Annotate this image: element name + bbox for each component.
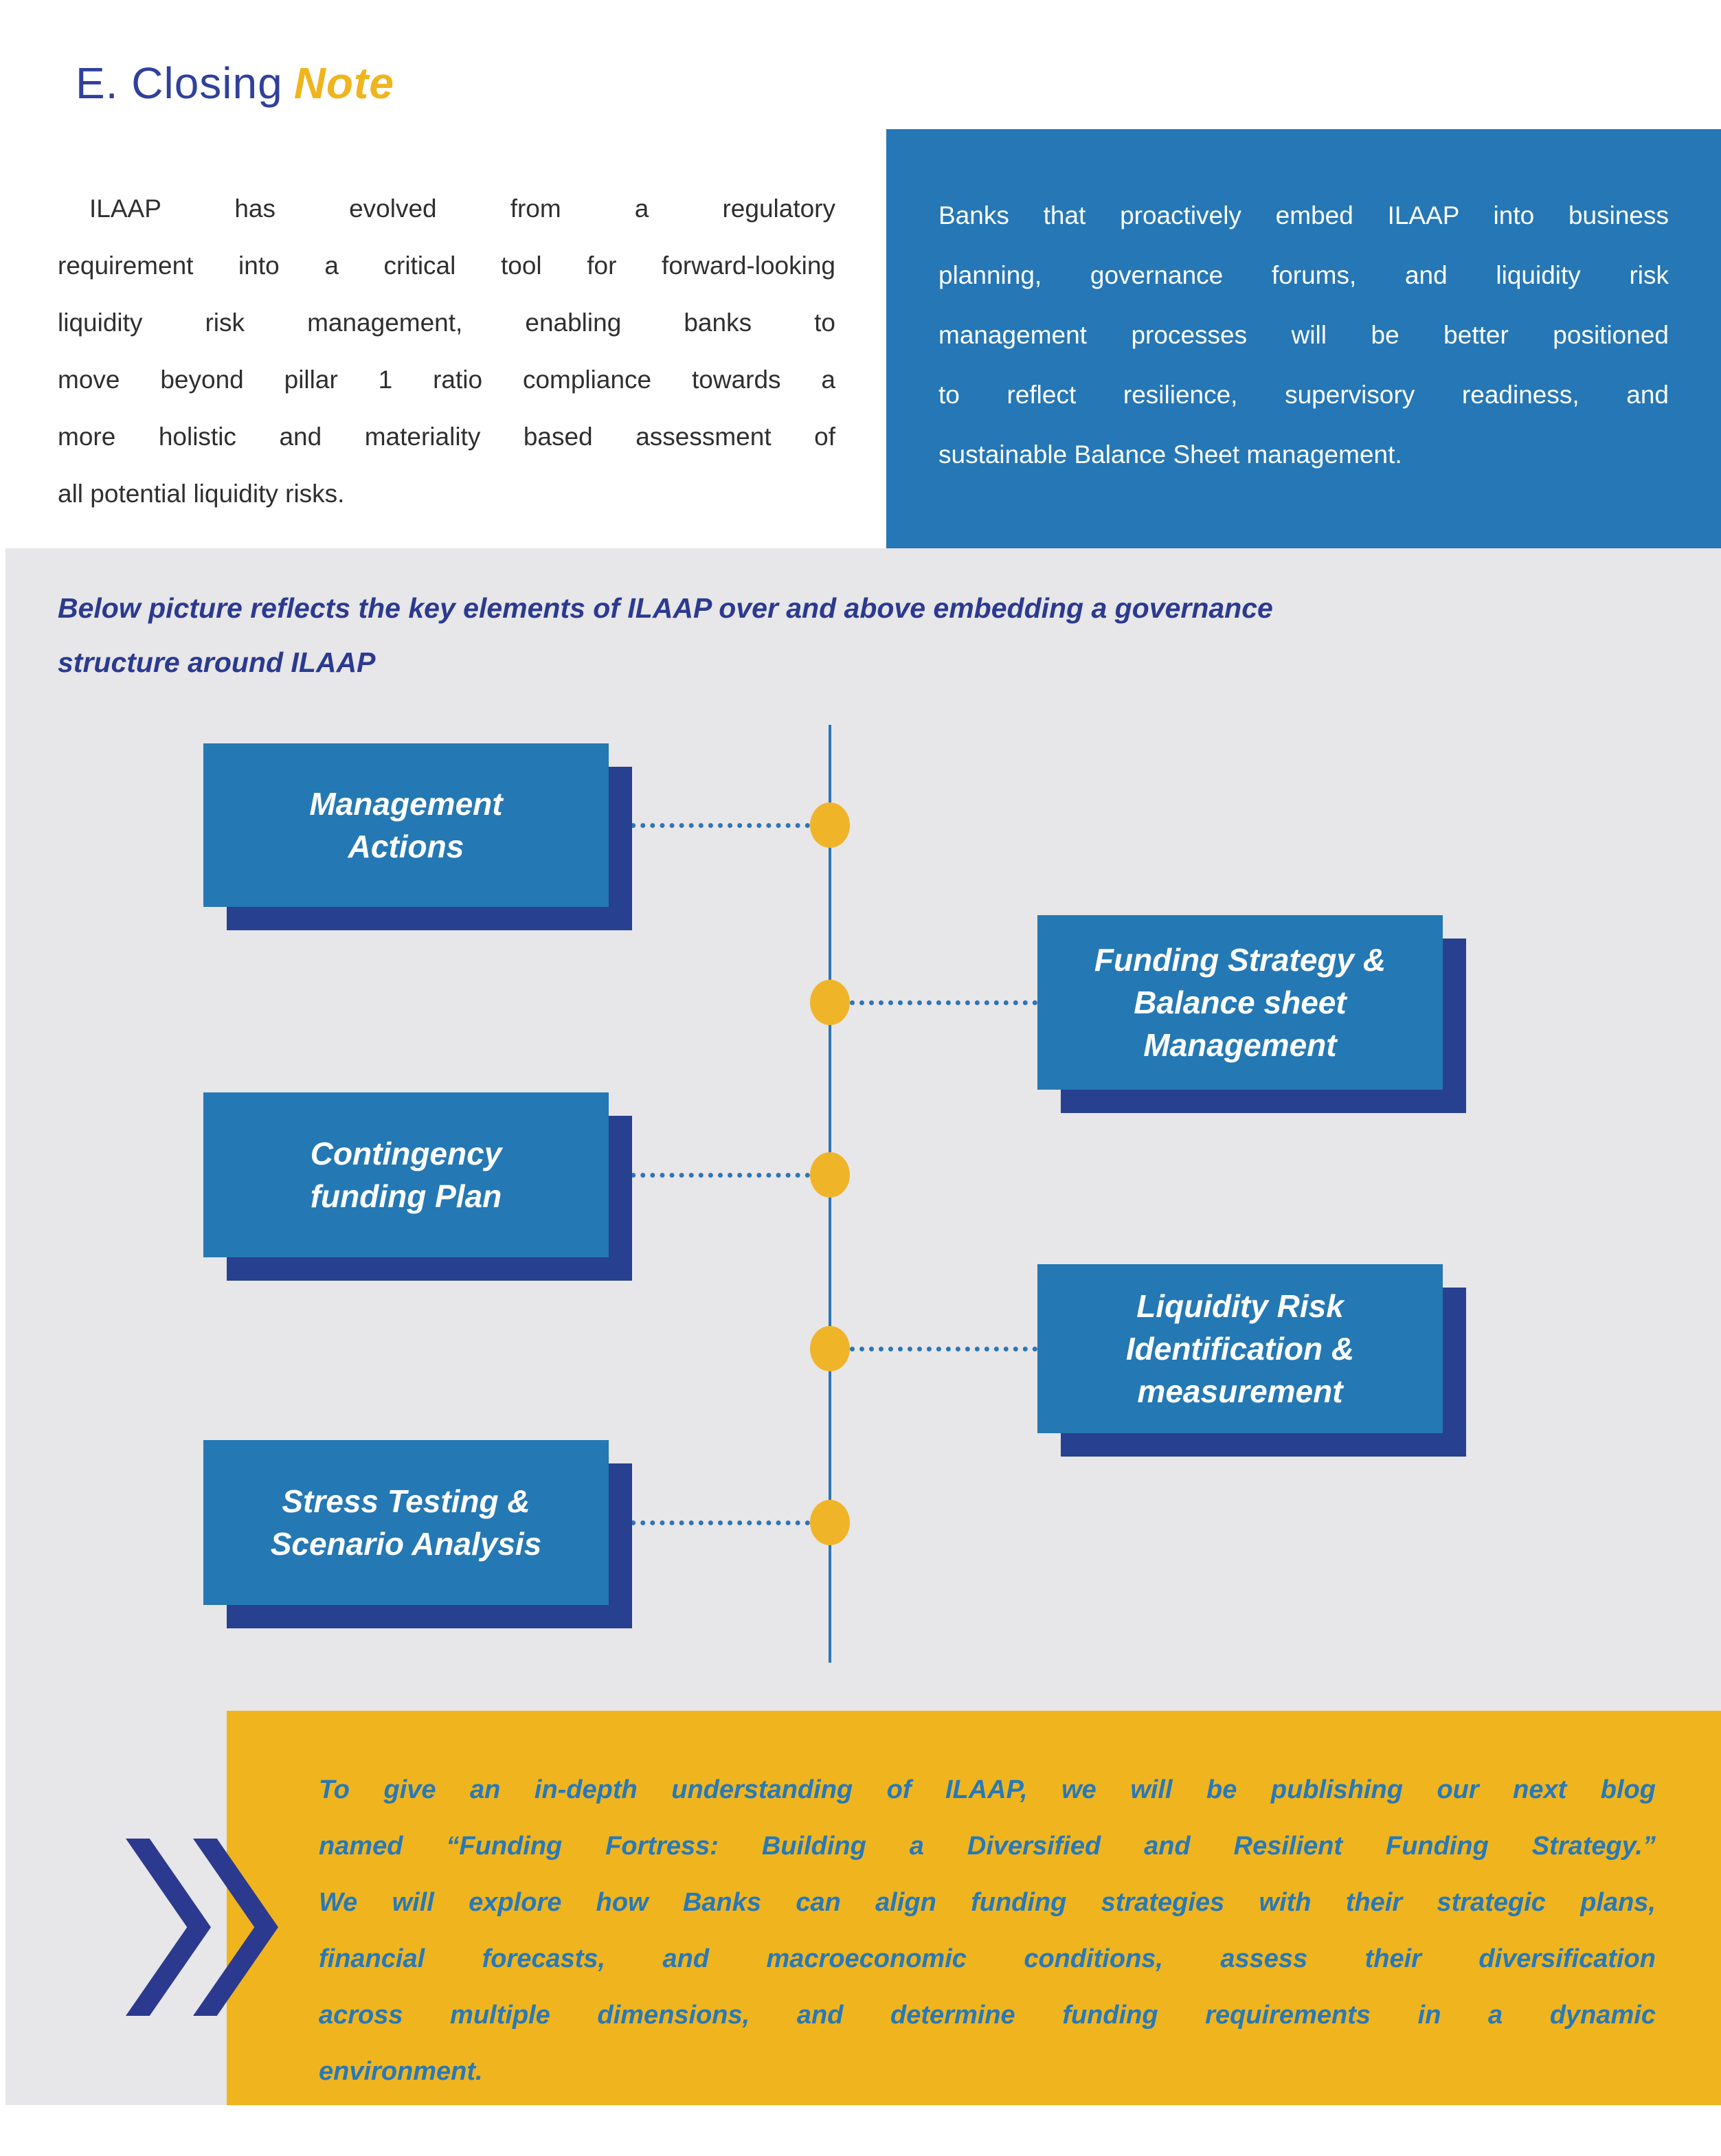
timeline-connector: [850, 1000, 1037, 1005]
timeline-box-liquidity-risk-identification: Liquidity Risk Identification & measurem…: [1037, 1264, 1443, 1433]
timeline-box-label: Liquidity Risk Identification & measurem…: [1125, 1288, 1355, 1409]
timeline-node: [810, 980, 850, 1025]
timeline-connector: [850, 1347, 1037, 1351]
timeline-box-label: Funding Strategy & Balance sheet Managem…: [1094, 942, 1386, 1063]
footer-note-panel: To give an in-depth understanding of ILA…: [227, 1711, 1721, 2105]
callout-panel: Banks that proactively embed ILAAP into …: [886, 129, 1721, 548]
timeline-box-label: Contingency funding Plan: [310, 1136, 502, 1214]
page-title-text: E. Closing: [76, 58, 283, 108]
timeline-connector: [611, 1520, 810, 1525]
section-heading: Below picture reflects the key elements …: [58, 592, 1273, 678]
timeline-box-label: Management Actions: [309, 786, 503, 864]
timeline-node: [810, 1326, 850, 1371]
intro-paragraph-last-line: all potential liquidity risks.: [58, 480, 345, 508]
timeline-box-stress-testing: Stress Testing & Scenario Analysis: [203, 1440, 609, 1605]
timeline-node: [810, 1152, 850, 1198]
timeline-connector: [611, 823, 810, 828]
callout-text-last-line: sustainable Balance Sheet management.: [938, 440, 1402, 469]
footer-note-lines: To give an in-depth understanding of ILA…: [319, 1775, 1656, 2030]
timeline-node: [810, 1500, 850, 1545]
page-title-accent: Note: [293, 58, 394, 108]
timeline-box-funding-strategy: Funding Strategy & Balance sheet Managem…: [1037, 915, 1443, 1090]
timeline-box-label: Stress Testing & Scenario Analysis: [270, 1483, 542, 1562]
footer-note-last-line: environment.: [319, 2057, 483, 2086]
callout-text-lines: Banks that proactively embed ILAAP into …: [938, 201, 1669, 409]
timeline-box-management-actions: Management Actions: [203, 743, 609, 907]
page-title: E. Closing Note: [76, 58, 394, 109]
timeline-connector: [611, 1173, 810, 1178]
timeline-node: [810, 802, 850, 848]
intro-paragraph-lines: ILAAP has evolved from a regulatory requ…: [58, 194, 835, 451]
intro-paragraph: ILAAP has evolved from a regulatory requ…: [58, 180, 835, 522]
timeline-box-contingency-funding-plan: Contingency funding Plan: [203, 1092, 609, 1257]
